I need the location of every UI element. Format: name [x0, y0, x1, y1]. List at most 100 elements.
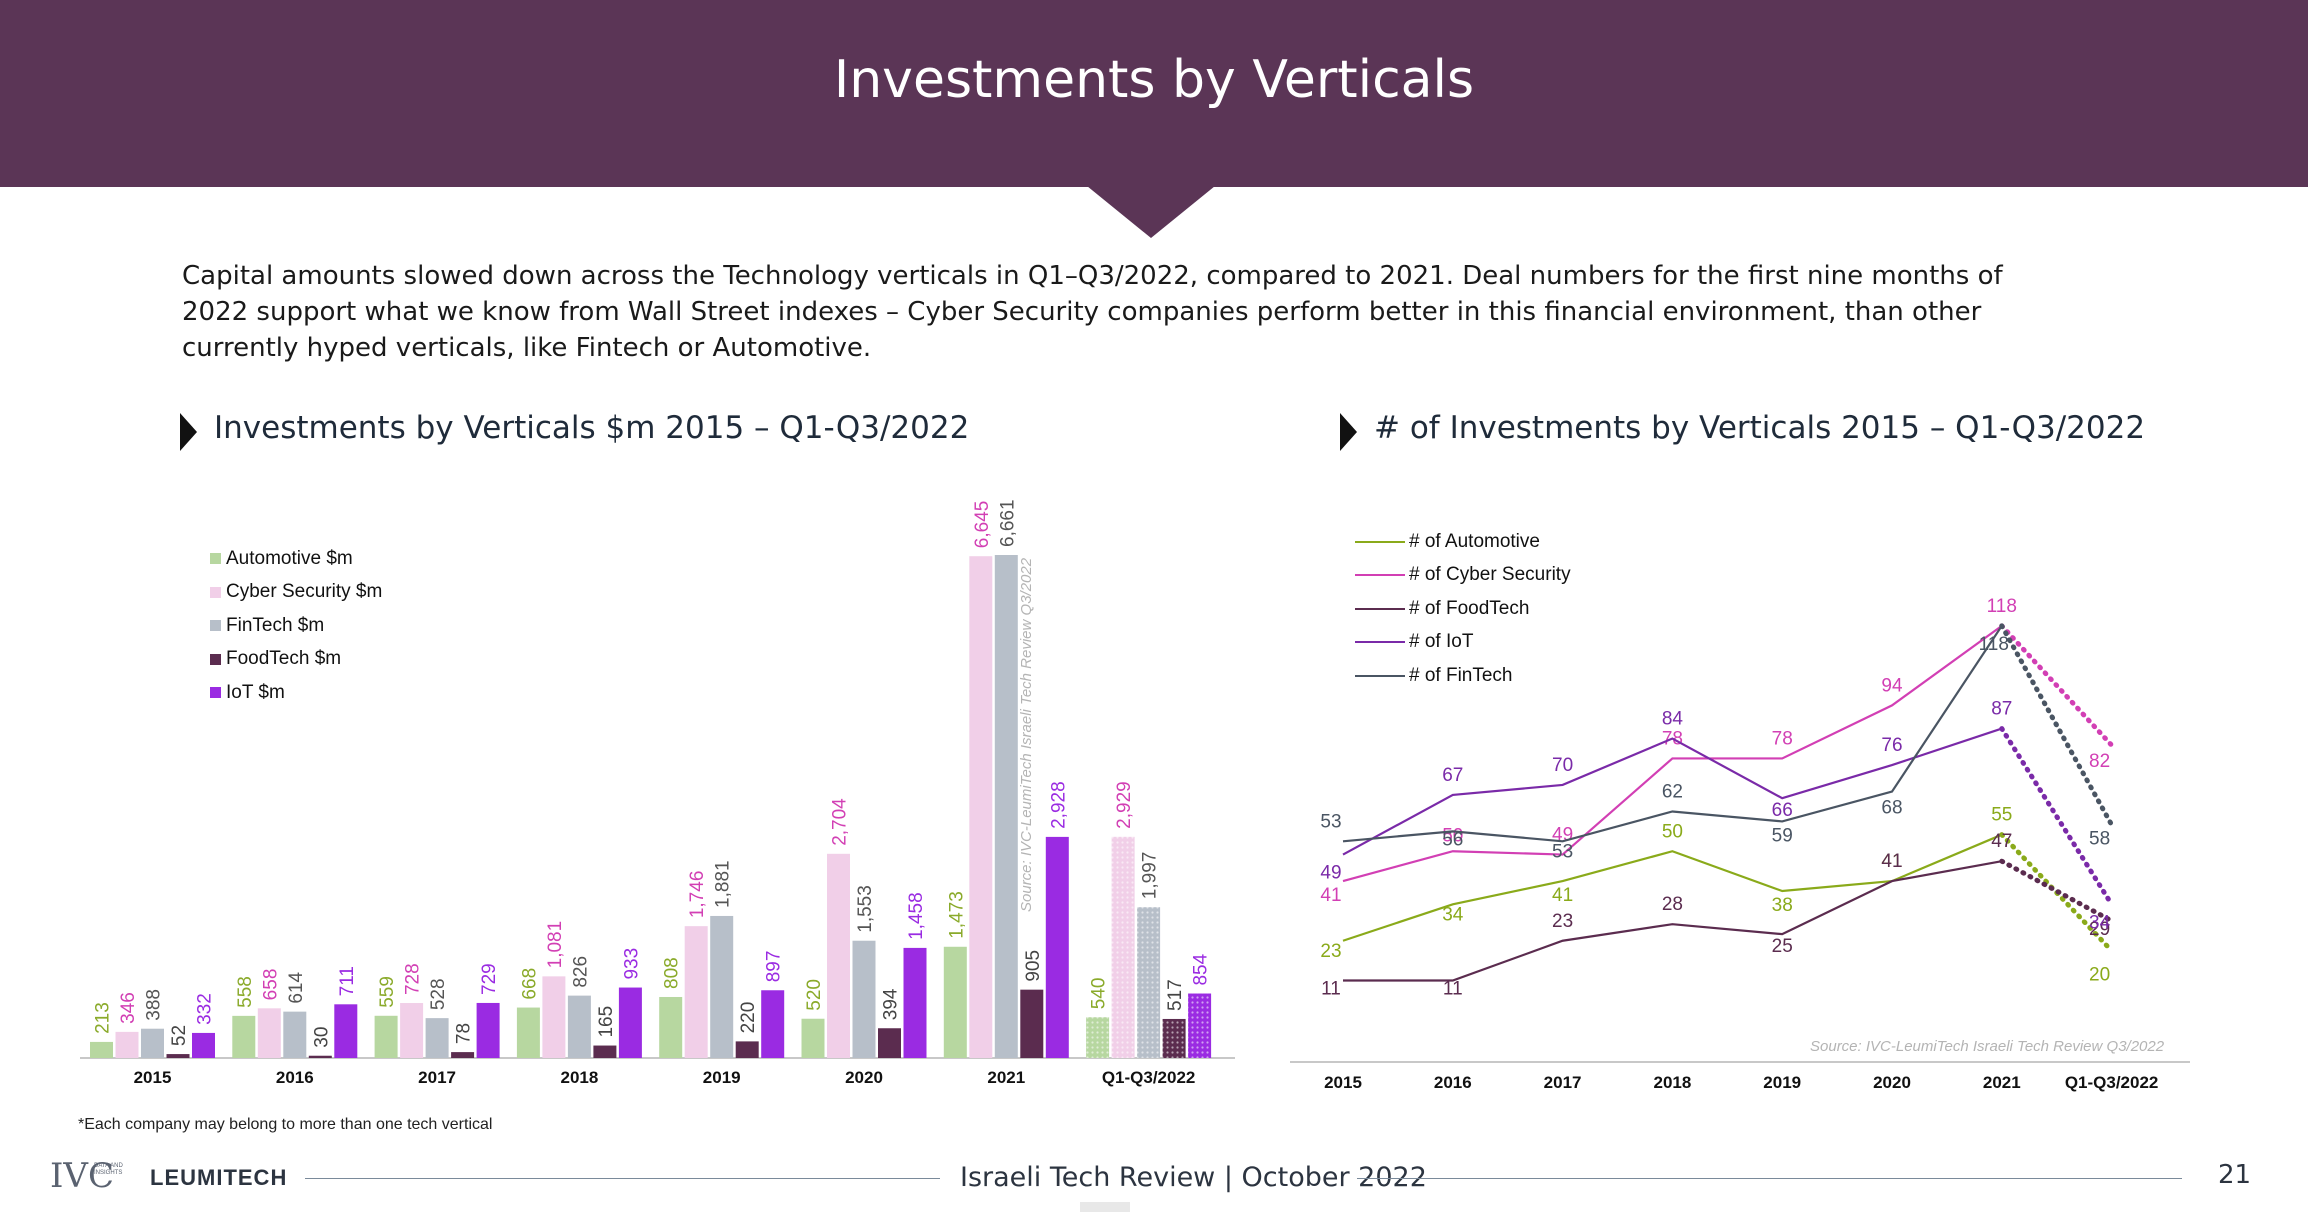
bar-data-label: 2,929: [1114, 781, 1135, 829]
line-data-label: 62: [1662, 781, 1683, 802]
bar-data-label: 2,928: [1048, 781, 1069, 829]
line-data-label: 23: [1552, 911, 1573, 932]
legend-label: Cyber Security $m: [226, 581, 383, 603]
x-tick-label: 2018: [1653, 1073, 1691, 1092]
x-tick-label: 2017: [418, 1068, 456, 1087]
legend-item: Cyber Security $m: [210, 576, 382, 610]
bar-foodtech-mQ1-Q3/2022: [1162, 1018, 1186, 1058]
x-tick-label: 2019: [1763, 1073, 1801, 1092]
x-tick-label: 2021: [1983, 1073, 2021, 1092]
bar-cyber-security-m2017: [400, 1003, 424, 1058]
line-data-label: 23: [1320, 941, 1341, 962]
bar-automotive-m2020: [801, 1018, 825, 1058]
legend-label: # of FoodTech: [1409, 597, 1530, 619]
line-series-dotted-segment: [1999, 623, 2115, 828]
bar-data-label: 346: [118, 992, 139, 1024]
line-data-label: 58: [2089, 829, 2110, 850]
bar-automotive-m2015: [90, 1041, 113, 1058]
line-data-label: 84: [1662, 709, 1684, 730]
footer-divider: [1357, 1178, 2182, 1179]
bar-data-label: 668: [519, 968, 540, 1000]
line-series--of-cyber-security: [1342, 624, 2003, 883]
right-chart-title: # of Investments by Verticals 2015 – Q1-…: [1374, 410, 2146, 446]
line-data-label: 25: [1772, 936, 1793, 957]
bar-data-label: 933: [621, 948, 642, 980]
bar-cyber-security-m2016: [257, 1008, 281, 1058]
legend-line: [1355, 674, 1405, 677]
bar-fintech-mQ1-Q3/2022: [1137, 907, 1161, 1058]
bar-iot-m2021: [1045, 836, 1069, 1058]
line-data-label: 118: [1979, 634, 2009, 655]
bar-iot-m2018: [618, 987, 642, 1058]
line-data-label: 53: [1552, 841, 1573, 862]
bar-fintech-m2018: [567, 995, 591, 1058]
line-data-label: 28: [1662, 894, 1683, 915]
line-data-label: 78: [1772, 728, 1793, 749]
bar-foodtech-m2019: [735, 1041, 759, 1058]
bar-fintech-m2017: [425, 1018, 449, 1058]
bar-iot-m2020: [903, 947, 927, 1058]
x-tick-label: 2015: [134, 1068, 172, 1087]
line-data-label: 11: [1321, 979, 1341, 1000]
x-tick-label: 2020: [1873, 1073, 1911, 1092]
bar-foodtech-m2017: [451, 1052, 475, 1058]
line-data-label: 56: [1442, 829, 1463, 850]
bar-automotive-mQ1-Q3/2022: [1086, 1017, 1110, 1058]
line-chart-legend: # of Automotive # of Cyber Security # of…: [1355, 525, 1571, 693]
bar-data-label: 388: [144, 989, 165, 1021]
x-tick-label: 2017: [1544, 1073, 1582, 1092]
ivc-logo: IVC: [50, 1156, 114, 1196]
bar-data-label: 520: [804, 979, 825, 1011]
bar-data-label: 1,458: [906, 892, 927, 940]
legend-line: [1355, 574, 1405, 577]
legend-item: FoodTech $m: [210, 643, 382, 677]
bar-data-label: 30: [311, 1027, 332, 1048]
line-data-label: 68: [1881, 798, 1902, 819]
legend-item: IoT $m: [210, 676, 382, 710]
line-data-label: 50: [1662, 821, 1683, 842]
bar-data-label: 808: [662, 957, 683, 989]
legend-swatch: [210, 586, 221, 598]
legend-label: IoT $m: [226, 681, 285, 703]
x-tick-label: Q1-Q3/2022: [1102, 1068, 1196, 1087]
line-series-dotted-segment: [1999, 858, 2115, 924]
bar-foodtech-m2015: [166, 1054, 190, 1058]
bar-cyber-security-mQ1-Q3/2022: [1111, 836, 1135, 1058]
bar-automotive-m2017: [374, 1015, 398, 1058]
x-tick-label: 2019: [703, 1068, 741, 1087]
bar-data-label: 6,645: [972, 501, 993, 549]
scroll-indicator: [1080, 1202, 1130, 1212]
triangle-marker-icon: [1340, 413, 1357, 451]
bar-automotive-m2021: [943, 946, 967, 1058]
bar-automotive-m2016: [232, 1015, 256, 1058]
legend-label: FinTech $m: [226, 614, 325, 636]
bar-data-label: 854: [1191, 953, 1212, 985]
line-data-label: 11: [1443, 979, 1463, 1000]
legend-line: [1355, 607, 1405, 610]
footnote: *Each company may belong to more than on…: [78, 1116, 493, 1133]
bar-foodtech-m2020: [878, 1028, 901, 1058]
x-tick-label: 2016: [276, 1068, 314, 1087]
bar-data-label: 220: [738, 1002, 759, 1034]
legend-line: [1355, 540, 1405, 543]
bar-automotive-m2018: [516, 1007, 540, 1058]
line-data-label: 94: [1881, 675, 1903, 696]
legend-line: [1355, 641, 1405, 644]
line-data-label: 118: [1987, 596, 2017, 617]
page-title: Investments by Verticals: [833, 50, 1475, 110]
bar-cyber-security-m2018: [542, 976, 566, 1058]
legend-swatch: [210, 620, 221, 632]
ivc-logo-tagline: DATA AND INSIGHTS: [94, 1163, 123, 1176]
line-data-label: 41: [1320, 885, 1341, 906]
legend-swatch: [210, 653, 221, 665]
line-data-label: 76: [1881, 735, 1902, 756]
bar-data-label: 905: [1023, 950, 1044, 982]
bar-fintech-m2016: [283, 1011, 307, 1058]
line-data-label: 34: [2089, 912, 2111, 933]
bar-data-label: 517: [1165, 979, 1186, 1011]
header-notch: [1087, 186, 1215, 238]
left-chart-title: Investments by Verticals $m 2015 – Q1-Q3…: [214, 410, 970, 446]
bar-data-label: 540: [1089, 978, 1110, 1010]
legend-item: # of FinTech: [1355, 659, 1571, 693]
